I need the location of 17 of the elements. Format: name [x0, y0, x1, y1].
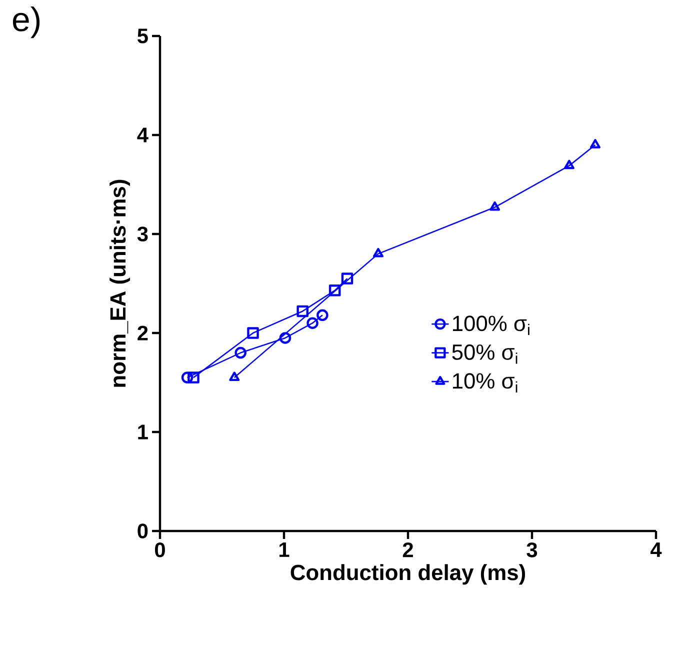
y-tick-label: 3	[137, 226, 148, 242]
chart-title: e)	[12, 6, 40, 38]
legend-label: 100% σ$_{i}$	[452, 316, 530, 335]
y-tick-label: 1	[138, 424, 148, 440]
y-tick-label: 4	[137, 128, 148, 142]
legend-label: 50% σ$_{i}$	[452, 344, 518, 364]
x-tick-label: 0	[155, 542, 165, 558]
y-tick-label: 2	[138, 326, 148, 340]
x-tick-label: 1	[279, 542, 290, 557]
x-tick-label: 4	[650, 542, 662, 557]
x-axis-title: Conduction delay (ms)	[290, 564, 526, 585]
x-tick-label: 3	[526, 542, 538, 558]
y-axis-title: norm_EA (units·ms)	[110, 180, 130, 387]
legend-label: 10% σ$_{i}$	[452, 373, 518, 392]
x-tick-label: 2	[402, 542, 413, 558]
y-tick-label: 0	[138, 524, 148, 538]
y-tick-label: 5	[138, 28, 148, 44]
